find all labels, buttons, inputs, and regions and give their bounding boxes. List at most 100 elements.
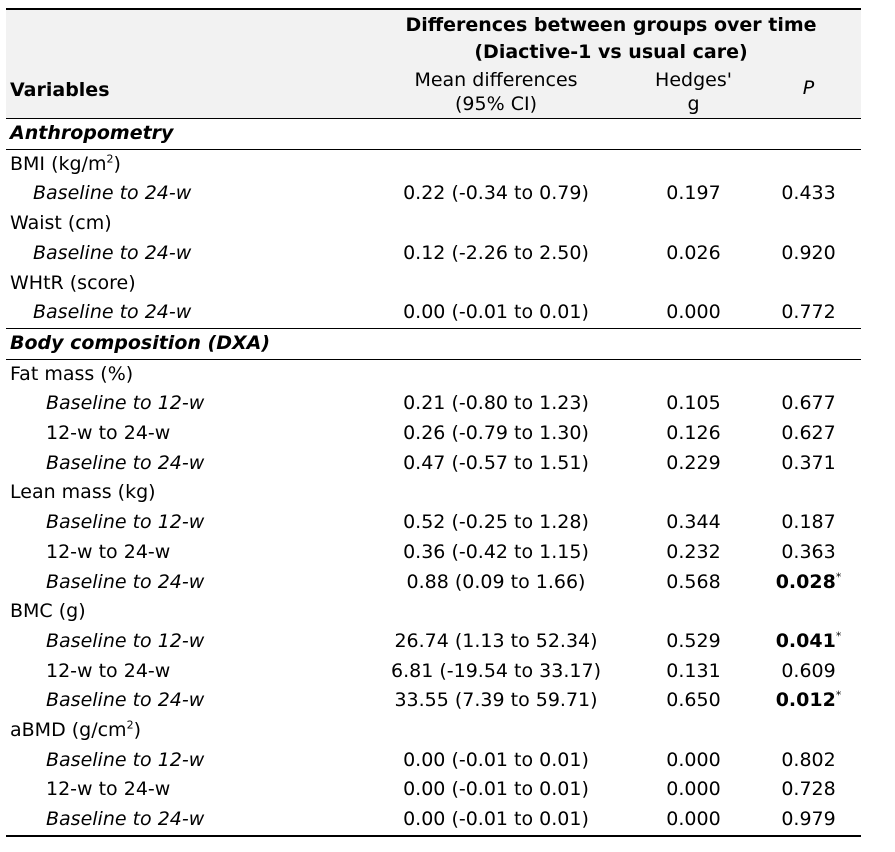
p-value-cell: 0.772 [756, 298, 861, 328]
p-value: 0.979 [781, 808, 836, 831]
header-row-group: Differences between groups over time (Di… [6, 8, 862, 66]
period-cell: Baseline to 24-w [6, 805, 361, 837]
mean-diff-cell: 0.12 (-2.26 to 2.50) [403, 241, 589, 264]
header-row-columns: Variables Mean differences (95% CI) Hedg… [6, 66, 862, 119]
period-cell: Baseline to 24-w [33, 301, 192, 324]
table-row: Baseline to 24-w 0.00 (-0.01 to 0.01) 0.00… [6, 805, 862, 837]
p-value: 0.677 [781, 392, 836, 415]
p-value: 0.772 [781, 301, 836, 324]
variable-row: BMC (g) [6, 597, 861, 627]
table-row: Baseline to 24-w 0.88 (0.09 to 1.66) 0.568… [6, 568, 861, 598]
significance-mark: * [835, 629, 842, 643]
p-value-significant: 0.012 [775, 689, 836, 712]
section-title: Body composition (DXA) [6, 327, 862, 360]
variable-label: BMC (g) [10, 600, 86, 623]
p-value-cell: 0.728 [756, 775, 861, 805]
p-value: 0.802 [781, 748, 836, 771]
p-value-significant: 0.041 [775, 629, 836, 652]
header-hedges-line1: Hedges' [655, 69, 732, 91]
p-value: 0.363 [781, 540, 836, 563]
p-value-cell: 0.979 [756, 805, 862, 837]
table-row: Baseline to 12-w 26.74 (1.13 to 52.34) 0.5… [6, 627, 861, 657]
p-value-cell: 0.920 [756, 239, 861, 269]
period-cell: 12-w to 24-w [46, 659, 171, 682]
section-row: Body composition (DXA) [6, 327, 862, 360]
p-value-cell: 0.012* [756, 686, 861, 716]
variable-row: Lean mass (kg) [6, 478, 861, 508]
hedges-g-cell: 0.197 [666, 182, 721, 205]
p-value-cell: 0.371 [756, 449, 861, 479]
table-row: Baseline to 12-w 0.00 (-0.01 to 0.01) 0.00… [6, 746, 861, 776]
variable-label: Fat mass (%) [10, 362, 134, 385]
period-cell: 12-w to 24-w [46, 422, 171, 445]
p-value-cell: 0.627 [756, 419, 861, 449]
table-row: 12-w to 24-w 6.81 (-19.54 to 33.17) 0.131 0… [6, 657, 861, 687]
results-table: Differences between groups over time (Di… [6, 8, 862, 837]
header-mean-line2: (95% CI) [455, 93, 537, 115]
header-mean-differences: Mean differences (95% CI) [361, 66, 631, 119]
p-value-significant: 0.028 [775, 570, 836, 593]
period-cell: Baseline to 24-w [33, 182, 192, 205]
variable-name: BMC (g) [6, 597, 861, 627]
p-value: 0.609 [781, 659, 836, 682]
hedges-g-cell: 0.026 [666, 241, 721, 264]
hedges-g-cell: 0.000 [666, 778, 721, 801]
variable-label: BMI (kg/m [10, 152, 107, 175]
header-p: P [802, 77, 815, 100]
table-row: Baseline to 24-w 0.47 (-0.57 to 1.51) 0.22… [6, 449, 861, 479]
variable-superscript: 2 [106, 152, 114, 166]
variable-label: aBMD (g/cm [10, 719, 127, 742]
variable-label-end: ) [133, 719, 141, 742]
header-hedges-line2: g [687, 93, 700, 115]
header-blank [6, 8, 361, 66]
table-row: Baseline to 24-w 33.55 (7.39 to 59.71) 0.6… [6, 686, 861, 716]
p-value: 0.187 [781, 511, 836, 534]
p-value: 0.433 [781, 182, 836, 205]
hedges-g-cell: 0.344 [666, 511, 721, 534]
hedges-g-cell: 0.126 [666, 422, 721, 445]
mean-diff-cell: 0.26 (-0.79 to 1.30) [403, 422, 589, 445]
section-row: Anthropometry [6, 118, 862, 150]
group-title-line1: Differences between groups over time [405, 14, 817, 36]
variable-label: Lean mass (kg) [10, 481, 156, 504]
hedges-g-cell: 0.000 [666, 748, 721, 771]
period-cell: Baseline to 24-w [46, 570, 205, 593]
variable-name: Fat mass (%) [6, 359, 861, 389]
mean-diff-cell: 0.00 (-0.01 to 0.01) [403, 778, 589, 801]
mean-diff-cell: 0.00 (-0.01 to 0.01) [403, 748, 589, 771]
p-value-cell: 0.363 [756, 538, 861, 568]
header-mean-line1: Mean differences [414, 69, 578, 91]
p-value: 0.920 [781, 241, 836, 264]
variable-label-end: ) [113, 152, 121, 175]
period-cell: Baseline to 24-w [46, 451, 205, 474]
variable-name: BMI (kg/m2) [6, 149, 861, 179]
hedges-g-cell: 0.568 [666, 570, 721, 593]
mean-diff-cell: 33.55 (7.39 to 59.71) [394, 689, 598, 712]
period-cell: Baseline to 12-w [46, 629, 205, 652]
p-value-cell: 0.677 [756, 389, 861, 419]
mean-diff-cell: 0.36 (-0.42 to 1.15) [403, 540, 589, 563]
p-value: 0.728 [781, 778, 836, 801]
table-row: Baseline to 12-w 0.52 (-0.25 to 1.28) 0.34… [6, 508, 861, 538]
mean-diff-cell: 26.74 (1.13 to 52.34) [394, 629, 598, 652]
variable-name: Lean mass (kg) [6, 478, 861, 508]
hedges-g-cell: 0.000 [631, 805, 756, 837]
variable-label: WHtR (score) [10, 271, 136, 294]
p-value-cell: 0.802 [756, 746, 861, 776]
period-cell: Baseline to 12-w [46, 392, 205, 415]
mean-diff-cell: 0.22 (-0.34 to 0.79) [403, 182, 589, 205]
variable-name: aBMD (g/cm2) [6, 716, 861, 746]
p-value-cell: 0.187 [756, 508, 861, 538]
table-row: 12-w to 24-w 0.36 (-0.42 to 1.15) 0.232 0.3… [6, 538, 861, 568]
variable-label: Waist (cm) [10, 212, 112, 235]
period-cell: Baseline to 24-w [46, 689, 205, 712]
table-row: 12-w to 24-w 0.26 (-0.79 to 1.30) 0.126 0.6… [6, 419, 861, 449]
mean-diff-cell: 0.00 (-0.01 to 0.01) [361, 805, 631, 837]
p-value: 0.371 [781, 451, 836, 474]
variable-name: Waist (cm) [6, 209, 861, 239]
variable-row: BMI (kg/m2) [6, 149, 861, 179]
significance-mark: * [835, 570, 842, 584]
variable-row: Fat mass (%) [6, 359, 861, 389]
variable-superscript: 2 [126, 718, 134, 732]
